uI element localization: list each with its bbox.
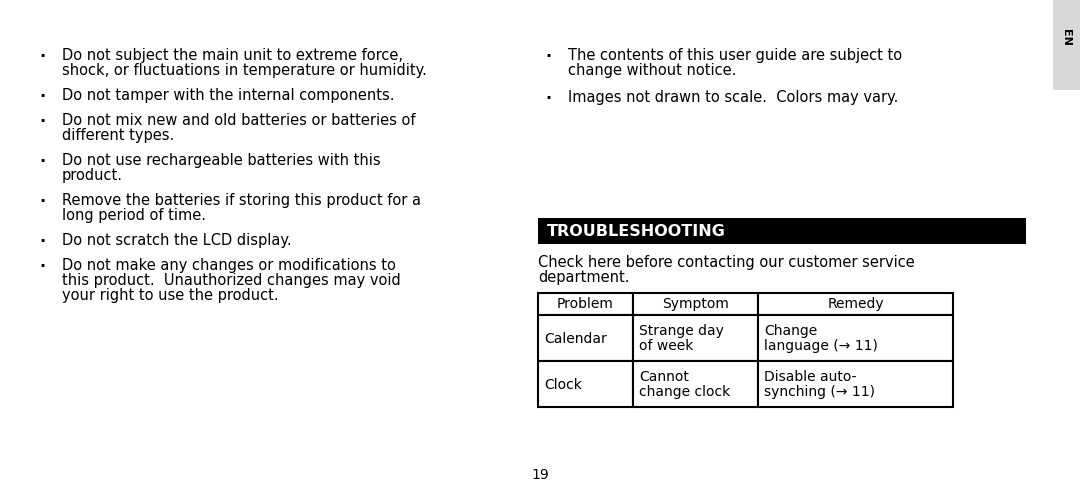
Text: Strange day: Strange day — [639, 324, 724, 338]
Text: Problem: Problem — [557, 297, 613, 311]
Text: ·: · — [39, 49, 45, 64]
Bar — [538, 293, 633, 315]
Text: different types.: different types. — [62, 128, 174, 143]
Text: product.: product. — [62, 168, 123, 183]
Bar — [633, 293, 758, 315]
Bar — [1053, 0, 1080, 90]
Text: department.: department. — [538, 270, 630, 285]
Bar — [538, 315, 633, 361]
Text: Do not mix new and old batteries or batteries of: Do not mix new and old batteries or batt… — [62, 113, 416, 128]
Text: Check here before contacting our customer service: Check here before contacting our custome… — [538, 255, 915, 270]
Text: ·: · — [39, 194, 45, 209]
Bar — [633, 315, 758, 361]
Text: your right to use the product.: your right to use the product. — [62, 288, 279, 303]
Text: ·: · — [39, 154, 45, 169]
Text: TROUBLESHOOTING: TROUBLESHOOTING — [546, 223, 726, 239]
Text: Clock: Clock — [544, 377, 582, 392]
Bar — [538, 218, 1026, 244]
Text: 19: 19 — [531, 468, 549, 482]
Text: shock, or fluctuations in temperature or humidity.: shock, or fluctuations in temperature or… — [62, 63, 427, 78]
Text: ·: · — [39, 259, 45, 274]
Text: language (→ 11): language (→ 11) — [764, 339, 878, 353]
Text: ·: · — [39, 234, 45, 249]
Bar — [758, 361, 953, 407]
Bar — [758, 315, 953, 361]
Text: synching (→ 11): synching (→ 11) — [764, 385, 875, 399]
Text: Symptom: Symptom — [662, 297, 729, 311]
Bar — [633, 361, 758, 407]
Text: ·: · — [39, 114, 45, 129]
Text: Calendar: Calendar — [544, 331, 607, 345]
Text: ·: · — [39, 89, 45, 104]
Text: change without notice.: change without notice. — [568, 63, 737, 78]
Bar — [538, 361, 633, 407]
Text: The contents of this user guide are subject to: The contents of this user guide are subj… — [568, 48, 902, 63]
Text: Do not tamper with the internal components.: Do not tamper with the internal componen… — [62, 88, 394, 103]
Text: Do not make any changes or modifications to: Do not make any changes or modifications… — [62, 258, 396, 273]
Text: Do not scratch the LCD display.: Do not scratch the LCD display. — [62, 233, 292, 248]
Text: Images not drawn to scale.  Colors may vary.: Images not drawn to scale. Colors may va… — [568, 90, 899, 105]
Text: of week: of week — [639, 339, 693, 353]
Text: Remove the batteries if storing this product for a: Remove the batteries if storing this pro… — [62, 193, 421, 208]
Text: ·: · — [545, 91, 551, 106]
Text: Change: Change — [764, 324, 818, 338]
Text: Do not use rechargeable batteries with this: Do not use rechargeable batteries with t… — [62, 153, 380, 168]
Text: Do not subject the main unit to extreme force,: Do not subject the main unit to extreme … — [62, 48, 403, 63]
Text: ·: · — [545, 49, 551, 64]
Text: EN: EN — [1062, 29, 1071, 46]
Text: change clock: change clock — [639, 385, 730, 399]
Text: this product.  Unauthorized changes may void: this product. Unauthorized changes may v… — [62, 273, 401, 288]
Text: long period of time.: long period of time. — [62, 208, 206, 223]
Text: Disable auto-: Disable auto- — [764, 370, 856, 384]
Text: Remedy: Remedy — [827, 297, 883, 311]
Bar — [758, 293, 953, 315]
Text: Cannot: Cannot — [639, 370, 689, 384]
